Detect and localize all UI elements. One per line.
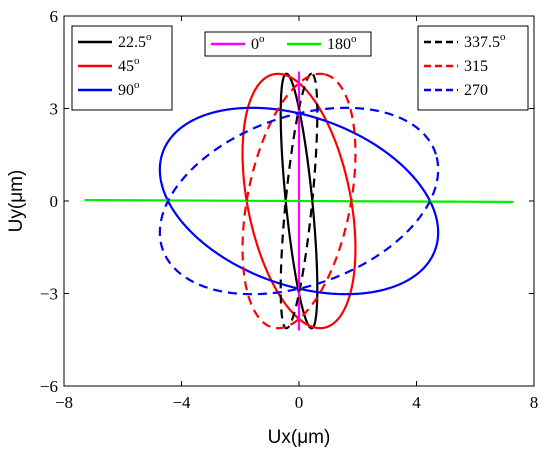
x-axis-label: Ux(μm) (268, 427, 331, 448)
legend-box (71, 25, 173, 111)
legend-label: 22.5o (118, 31, 152, 51)
legend-label-value: 45 (118, 58, 134, 75)
legend-label-degree: o (351, 33, 357, 45)
ticks-layer (63, 15, 535, 387)
legend-label: 90o (118, 79, 140, 99)
y-tick-label: −6 (40, 377, 58, 396)
legend-label: 0o (251, 33, 265, 53)
legend-label-value: 90 (118, 82, 134, 99)
x-tick-label: 4 (412, 393, 421, 412)
legend-label-degree: o (259, 33, 265, 45)
series-0-curve (279, 72, 319, 330)
legend-top-center: 0o 180o (204, 31, 372, 57)
legend-label-value: 337.5 (464, 34, 500, 51)
legend-label-degree: o (134, 55, 140, 67)
legend-label: 337.5o (464, 31, 506, 51)
series-5-curve (279, 72, 319, 330)
legend-label-value: 315 (464, 58, 488, 75)
y-tick-label: −3 (40, 285, 58, 304)
x-tick-label: 0 (295, 393, 304, 412)
legend-label-degree: o (134, 79, 140, 91)
legend-label-degree: o (146, 31, 152, 43)
series-6-curve (241, 72, 357, 330)
series-7-curve (158, 106, 440, 296)
y-tick-label: 3 (50, 100, 59, 119)
y-tick-label: 0 (50, 192, 59, 211)
legend-label-value: 0 (251, 36, 259, 53)
legend-label-value: 270 (464, 82, 488, 99)
legend-label: 315 (464, 58, 488, 75)
legend-top-right: 337.5o 315 270 (417, 25, 529, 111)
y-axis-label: Uy(μm) (6, 170, 27, 233)
x-tick-label: −8 (55, 393, 73, 412)
legend-label-degree: o (500, 31, 506, 43)
legend-box (417, 25, 529, 111)
legend-label-value: 180 (327, 36, 351, 53)
series-layer (84, 71, 514, 331)
legend-label: 270 (464, 82, 488, 99)
legend-label-value: 22.5 (118, 34, 146, 51)
legend-label: 180o (327, 33, 357, 53)
legend-label: 45o (118, 55, 140, 75)
tick-labels: −8 −4 0 4 8 −6 −3 0 3 6 (40, 7, 538, 412)
x-tick-label: −4 (172, 393, 191, 412)
x-tick-label: 8 (530, 393, 539, 412)
series-2-curve (158, 106, 440, 296)
series-1-curve (241, 72, 357, 330)
y-tick-label: 6 (50, 7, 59, 26)
series-4-line (84, 198, 514, 204)
